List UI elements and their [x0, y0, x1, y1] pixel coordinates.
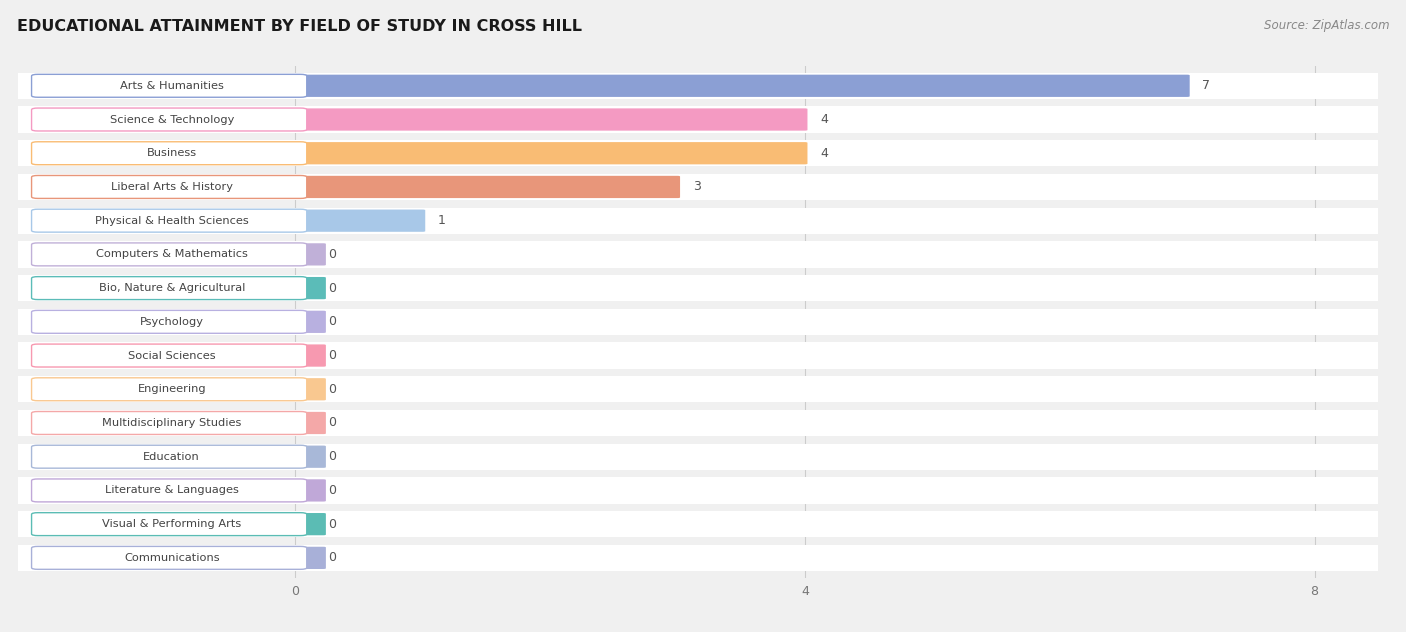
- FancyBboxPatch shape: [292, 277, 326, 299]
- FancyBboxPatch shape: [17, 207, 1378, 234]
- Text: 0: 0: [329, 518, 336, 531]
- Text: Physical & Health Sciences: Physical & Health Sciences: [94, 216, 249, 226]
- Text: Communications: Communications: [124, 553, 219, 563]
- FancyBboxPatch shape: [17, 545, 1378, 571]
- Text: 0: 0: [329, 315, 336, 329]
- Text: Visual & Performing Arts: Visual & Performing Arts: [103, 519, 242, 529]
- FancyBboxPatch shape: [31, 411, 307, 434]
- FancyBboxPatch shape: [292, 142, 807, 164]
- Text: Arts & Humanities: Arts & Humanities: [120, 81, 224, 91]
- FancyBboxPatch shape: [17, 106, 1378, 133]
- FancyBboxPatch shape: [292, 344, 326, 367]
- Text: Literature & Languages: Literature & Languages: [105, 485, 239, 495]
- FancyBboxPatch shape: [292, 311, 326, 333]
- FancyBboxPatch shape: [31, 378, 307, 401]
- Text: Bio, Nature & Agricultural: Bio, Nature & Agricultural: [98, 283, 245, 293]
- FancyBboxPatch shape: [31, 547, 307, 569]
- FancyBboxPatch shape: [31, 445, 307, 468]
- Text: 0: 0: [329, 450, 336, 463]
- FancyBboxPatch shape: [31, 310, 307, 333]
- FancyBboxPatch shape: [292, 412, 326, 434]
- FancyBboxPatch shape: [17, 308, 1378, 335]
- FancyBboxPatch shape: [17, 511, 1378, 537]
- Text: Education: Education: [143, 452, 200, 462]
- Text: Science & Technology: Science & Technology: [110, 114, 233, 125]
- Text: EDUCATIONAL ATTAINMENT BY FIELD OF STUDY IN CROSS HILL: EDUCATIONAL ATTAINMENT BY FIELD OF STUDY…: [17, 19, 582, 34]
- FancyBboxPatch shape: [292, 446, 326, 468]
- FancyBboxPatch shape: [31, 513, 307, 535]
- FancyBboxPatch shape: [31, 344, 307, 367]
- FancyBboxPatch shape: [31, 277, 307, 300]
- FancyBboxPatch shape: [292, 547, 326, 569]
- FancyBboxPatch shape: [292, 176, 681, 198]
- FancyBboxPatch shape: [17, 376, 1378, 403]
- Text: 0: 0: [329, 484, 336, 497]
- FancyBboxPatch shape: [31, 108, 307, 131]
- FancyBboxPatch shape: [292, 108, 807, 131]
- Text: 0: 0: [329, 551, 336, 564]
- FancyBboxPatch shape: [292, 378, 326, 401]
- Text: Business: Business: [146, 149, 197, 158]
- FancyBboxPatch shape: [17, 241, 1378, 267]
- FancyBboxPatch shape: [17, 477, 1378, 504]
- Text: Computers & Mathematics: Computers & Mathematics: [96, 250, 247, 259]
- Text: 0: 0: [329, 349, 336, 362]
- FancyBboxPatch shape: [17, 174, 1378, 200]
- Text: 7: 7: [1202, 79, 1211, 92]
- Text: 1: 1: [439, 214, 446, 227]
- FancyBboxPatch shape: [31, 209, 307, 232]
- FancyBboxPatch shape: [292, 513, 326, 535]
- Text: Psychology: Psychology: [139, 317, 204, 327]
- Text: 0: 0: [329, 416, 336, 430]
- FancyBboxPatch shape: [17, 140, 1378, 166]
- Text: 0: 0: [329, 282, 336, 295]
- FancyBboxPatch shape: [292, 479, 326, 502]
- FancyBboxPatch shape: [292, 210, 425, 232]
- FancyBboxPatch shape: [31, 176, 307, 198]
- Text: 0: 0: [329, 248, 336, 261]
- FancyBboxPatch shape: [292, 243, 326, 265]
- Text: Social Sciences: Social Sciences: [128, 351, 215, 360]
- FancyBboxPatch shape: [17, 444, 1378, 470]
- Text: 4: 4: [820, 147, 828, 160]
- FancyBboxPatch shape: [17, 343, 1378, 368]
- Text: 0: 0: [329, 383, 336, 396]
- Text: Multidisciplinary Studies: Multidisciplinary Studies: [103, 418, 242, 428]
- FancyBboxPatch shape: [31, 479, 307, 502]
- FancyBboxPatch shape: [31, 75, 307, 97]
- Text: Source: ZipAtlas.com: Source: ZipAtlas.com: [1264, 19, 1389, 32]
- FancyBboxPatch shape: [17, 73, 1378, 99]
- Text: 4: 4: [820, 113, 828, 126]
- Text: Engineering: Engineering: [138, 384, 207, 394]
- Text: 3: 3: [693, 181, 700, 193]
- FancyBboxPatch shape: [17, 275, 1378, 301]
- FancyBboxPatch shape: [31, 142, 307, 165]
- FancyBboxPatch shape: [17, 410, 1378, 436]
- Text: Liberal Arts & History: Liberal Arts & History: [111, 182, 233, 192]
- FancyBboxPatch shape: [31, 243, 307, 266]
- FancyBboxPatch shape: [292, 75, 1189, 97]
